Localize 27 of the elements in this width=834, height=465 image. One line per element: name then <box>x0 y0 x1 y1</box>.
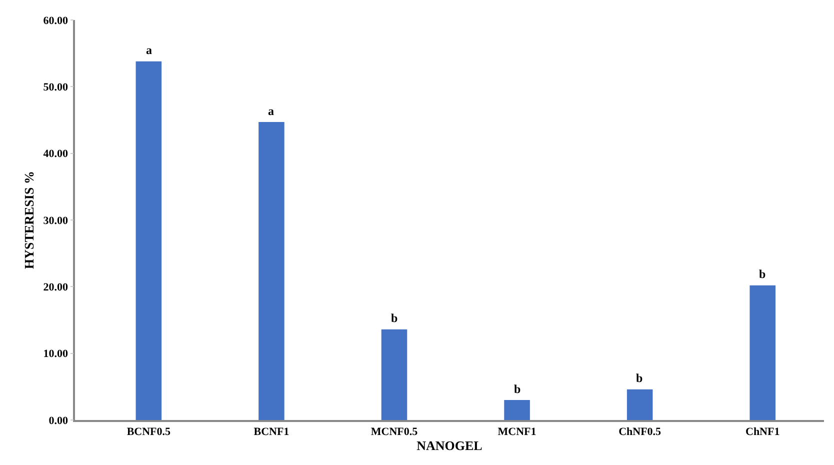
x-tick-label: ChNF1 <box>745 426 780 438</box>
bar <box>136 61 162 420</box>
y-tick-label: 30.00 <box>43 214 69 227</box>
y-tick-label: 20.00 <box>43 282 69 294</box>
x-tick-label: ChNF0.5 <box>618 426 662 438</box>
x-tick-label: BCNF1 <box>254 426 290 438</box>
x-tick-label: MCNF0.5 <box>370 426 418 438</box>
annotation: b <box>514 382 521 396</box>
annotation: b <box>391 311 398 325</box>
bar <box>258 122 284 420</box>
y-tick-label: 50.00 <box>43 82 69 94</box>
bar <box>750 285 776 420</box>
bar <box>626 389 653 420</box>
annotation: a <box>146 43 152 57</box>
y-tick-label: 0.00 <box>48 414 69 427</box>
x-tick-label: BCNF0.5 <box>126 426 172 438</box>
annotation: b <box>759 267 766 281</box>
y-tick-label: 60.00 <box>43 14 69 27</box>
y-tick-label: 10.00 <box>43 348 69 360</box>
annotation: b <box>636 371 643 385</box>
x-tick-label: MCNF1 <box>498 426 536 438</box>
bar <box>504 400 530 420</box>
annotation: a <box>268 104 274 118</box>
bar <box>381 329 408 420</box>
y-tick-label: 40.00 <box>43 148 69 160</box>
x-axis-title: NANOGEL <box>416 438 483 454</box>
y-axis-title: HYSTERESIS % <box>22 171 37 269</box>
